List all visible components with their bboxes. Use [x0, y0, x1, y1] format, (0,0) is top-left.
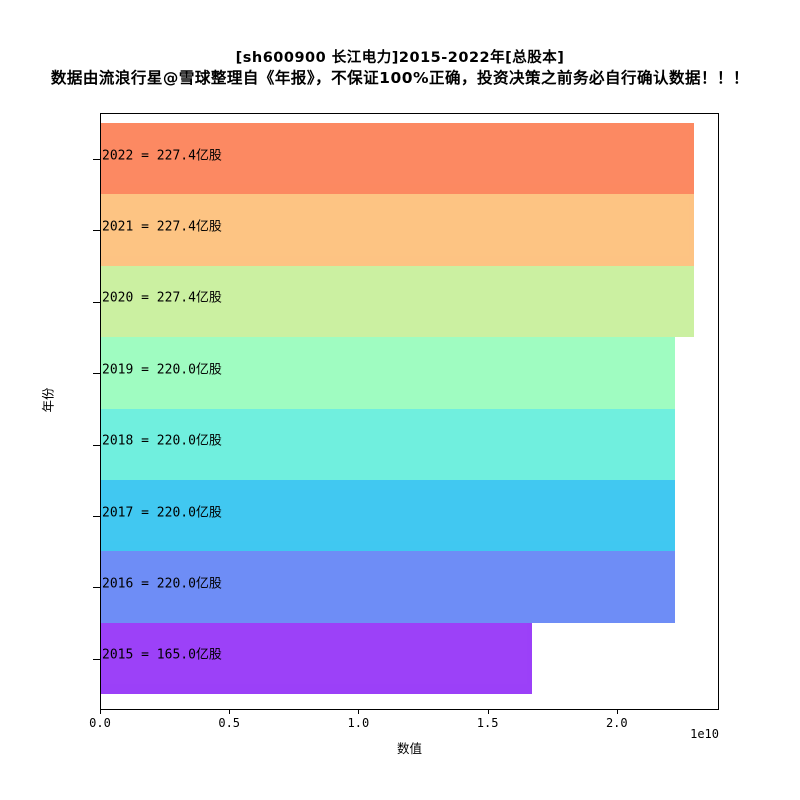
- bar-value-label: 2016 = 220.0亿股: [102, 576, 222, 592]
- x-axis-tick: [487, 710, 489, 714]
- y-axis-tick: [93, 516, 101, 517]
- y-axis-tick: [93, 159, 101, 160]
- bar-value-label: 2022 = 227.4亿股: [102, 148, 222, 164]
- bar-2022: 2022 = 227.4亿股: [101, 123, 694, 195]
- bar-2020: 2020 = 227.4亿股: [101, 265, 694, 338]
- x-axis-tick: [100, 710, 101, 714]
- plot-area: 2022 = 227.4亿股 2021 = 227.4亿股 2020 = 227.4…: [93, 113, 719, 710]
- bar-value-label: 2020 = 227.4亿股: [102, 290, 222, 306]
- x-axis-tick: [616, 710, 618, 714]
- bar-2019: 2019 = 220.0亿股: [101, 337, 675, 409]
- x-axis-tick-label: 1.5: [476, 716, 499, 730]
- bar-2021: 2021 = 227.4亿股: [101, 194, 694, 266]
- x-axis-tick: [358, 710, 360, 714]
- bar-2017: 2017 = 220.0亿股: [101, 480, 675, 552]
- x-axis-tick-label: 1.0: [347, 716, 370, 730]
- bar-value-label: 2017 = 220.0亿股: [102, 505, 222, 521]
- chart-subtitle: 数据由流浪行星@雪球整理自《年报》，不保证100%正确，投资决策之前务必自行确认…: [50, 69, 750, 87]
- bar-value-label: 2015 = 165.0亿股: [102, 647, 222, 663]
- x-axis-tick-label: 0.5: [218, 716, 241, 730]
- y-axis-label: 年份: [40, 387, 56, 413]
- y-axis-tick: [93, 444, 101, 446]
- y-axis-tick: [93, 373, 101, 375]
- bar-2016: 2016 = 220.0亿股: [101, 551, 675, 623]
- x-axis-label: 数值: [396, 741, 422, 756]
- y-axis-tick: [93, 301, 101, 303]
- bar-value-label: 2019 = 220.0亿股: [102, 362, 222, 378]
- bar-value-label: 2021 = 227.4亿股: [102, 219, 222, 235]
- bar-2015: 2015 = 165.0亿股: [101, 622, 533, 695]
- x-axis-tick-label: 2.0: [605, 716, 628, 730]
- y-axis-tick: [93, 658, 101, 660]
- bar-2018: 2018 = 220.0亿股: [101, 408, 675, 480]
- x-axis-tick-label: 0.0: [89, 716, 111, 730]
- y-axis-tick: [93, 230, 101, 232]
- chart-title: [sh600900 长江电力]2015-2022年[总股本]: [235, 50, 565, 66]
- y-axis-tick: [93, 587, 101, 589]
- bar-value-label: 2018 = 220.0亿股: [102, 433, 222, 449]
- x-axis-offset-label: 1e10: [690, 727, 719, 741]
- x-axis-tick: [229, 710, 231, 714]
